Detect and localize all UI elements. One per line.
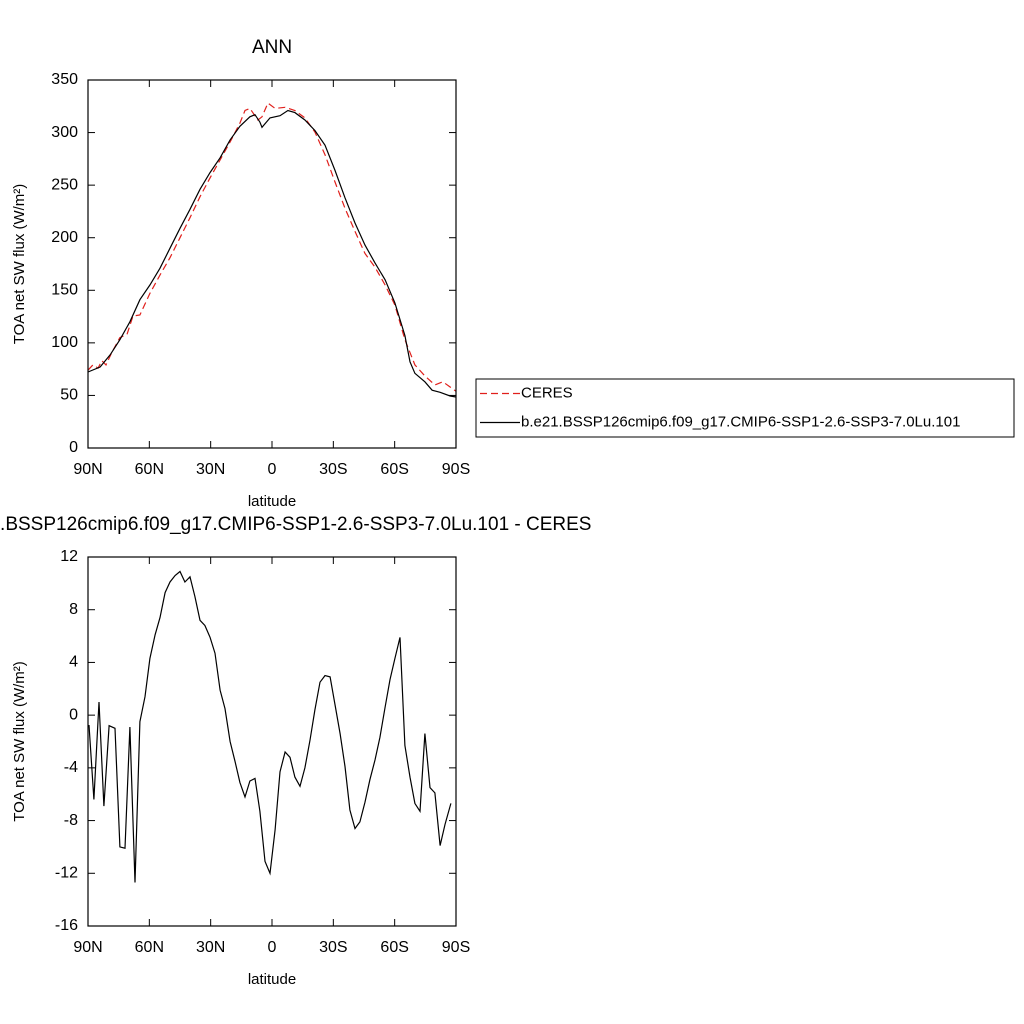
y-tick-label: 12 xyxy=(60,548,78,565)
x-tick-label: 90S xyxy=(442,461,470,478)
legend-box xyxy=(475,378,1015,438)
y-tick-label: -4 xyxy=(64,759,78,776)
y-axis-label: TOA net SW flux (W/m²) xyxy=(11,661,28,822)
y-tick-label: -12 xyxy=(55,865,78,882)
x-tick-label: 90N xyxy=(73,461,102,478)
x-tick-label: 60S xyxy=(380,939,408,956)
legend-label: CERES xyxy=(521,384,573,401)
y-tick-label: 0 xyxy=(69,439,78,456)
y-tick-label: 50 xyxy=(60,387,78,404)
chart-title: b.e21.BSSP126cmip6.f09_g17.CMIP6-SSP1-2.… xyxy=(0,514,591,535)
y-tick-label: 0 xyxy=(69,706,78,723)
chart-title: ANN xyxy=(252,37,292,58)
y-tick-label: -8 xyxy=(64,812,78,829)
y-tick-label: 200 xyxy=(51,229,78,246)
x-axis-label: latitude xyxy=(248,971,296,988)
x-tick-label: 60N xyxy=(135,939,164,956)
y-tick-label: 350 xyxy=(51,71,78,88)
x-tick-label: 60N xyxy=(135,461,164,478)
y-tick-label: 300 xyxy=(51,124,78,141)
x-tick-label: 30S xyxy=(319,461,347,478)
x-tick-label: 60S xyxy=(380,461,408,478)
legend: CERES b.e21.BSSP126cmip6.f09_g17.CMIP6-SS… xyxy=(475,378,1015,438)
plot-frame xyxy=(87,556,457,927)
data-line xyxy=(87,109,457,398)
x-tick-label: 90S xyxy=(442,939,470,956)
y-tick-label: 100 xyxy=(51,334,78,351)
x-axis-label: latitude xyxy=(248,493,296,510)
x-tick-label: 30S xyxy=(319,939,347,956)
legend-label: b.e21.BSSP126cmip6.f09_g17.CMIP6-SSP1-2.… xyxy=(521,413,960,430)
x-tick-label: 30N xyxy=(196,939,225,956)
y-tick-label: 8 xyxy=(69,601,78,618)
plot-frame xyxy=(87,79,457,449)
x-tick-label: 0 xyxy=(268,461,277,478)
y-tick-label: 4 xyxy=(69,654,78,671)
x-tick-label: 30N xyxy=(196,461,225,478)
x-tick-label: 90N xyxy=(73,939,102,956)
data-line xyxy=(88,570,452,883)
y-tick-label: 150 xyxy=(51,282,78,299)
y-axis-label: TOA net SW flux (W/m²) xyxy=(11,184,28,345)
y-tick-label: 250 xyxy=(51,176,78,193)
y-tick-label: -16 xyxy=(55,917,78,934)
x-tick-label: 0 xyxy=(268,939,277,956)
